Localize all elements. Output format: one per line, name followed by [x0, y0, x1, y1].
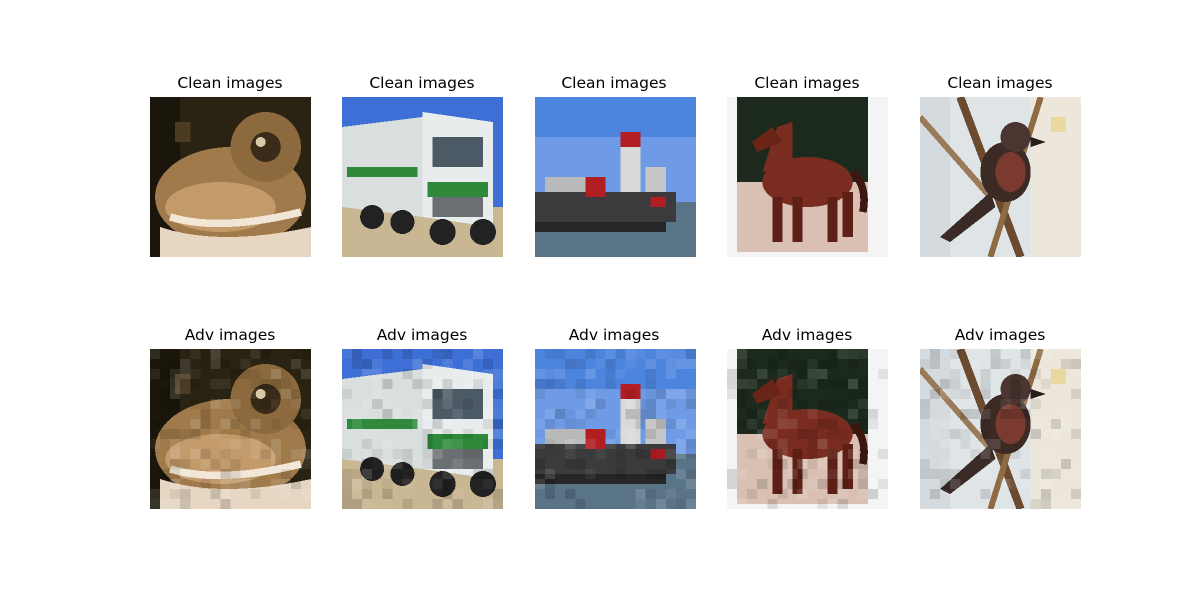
clean-truck-image — [342, 97, 503, 257]
adv-truck-image — [342, 349, 503, 509]
panel-title-clean-5: Clean images — [947, 74, 1053, 92]
panel-title-clean-1: Clean images — [177, 74, 283, 92]
panel-title-clean-4: Clean images — [754, 74, 860, 92]
clean-bird-image — [920, 97, 1081, 257]
truck-picture — [342, 349, 503, 509]
adv-bird-image — [920, 349, 1081, 509]
panel-title-adv-5: Adv images — [954, 326, 1046, 344]
frog-picture — [150, 349, 311, 509]
bird-picture — [920, 349, 1081, 509]
ship-picture — [535, 97, 696, 257]
adv-horse-image — [727, 349, 888, 509]
truck-picture — [342, 97, 503, 257]
horse-picture — [727, 97, 888, 257]
clean-ship-image — [535, 97, 696, 257]
ship-picture — [535, 349, 696, 509]
clean-frog-image — [150, 97, 311, 257]
adv-frog-image — [150, 349, 311, 509]
clean-horse-image — [727, 97, 888, 257]
panel-title-clean-2: Clean images — [369, 74, 475, 92]
panel-title-adv-2: Adv images — [376, 326, 468, 344]
bird-picture — [920, 97, 1081, 257]
panel-title-adv-4: Adv images — [761, 326, 853, 344]
frog-picture — [150, 97, 311, 257]
horse-picture — [727, 349, 888, 509]
panel-title-adv-1: Adv images — [184, 326, 276, 344]
panel-title-clean-3: Clean images — [561, 74, 667, 92]
panel-title-adv-3: Adv images — [568, 326, 660, 344]
adv-ship-image — [535, 349, 696, 509]
